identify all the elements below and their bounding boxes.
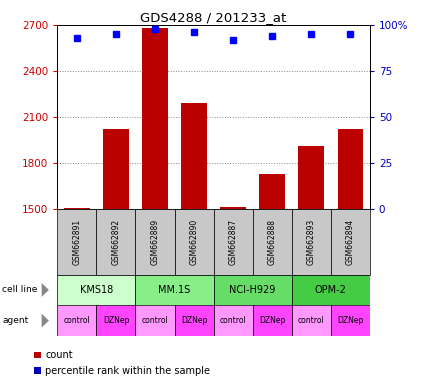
Bar <box>64 208 90 209</box>
Text: GSM662893: GSM662893 <box>307 219 316 265</box>
Bar <box>213 305 252 336</box>
Bar <box>136 275 213 305</box>
Text: control: control <box>298 316 325 325</box>
Text: GSM662890: GSM662890 <box>190 219 198 265</box>
Bar <box>57 275 136 305</box>
Bar <box>181 103 207 209</box>
Text: OPM-2: OPM-2 <box>315 285 347 295</box>
Text: count: count <box>45 350 73 360</box>
Bar <box>213 275 292 305</box>
Text: cell line: cell line <box>2 285 37 295</box>
Bar <box>252 305 292 336</box>
Bar <box>57 305 96 336</box>
Bar <box>142 28 168 209</box>
Text: GSM662887: GSM662887 <box>229 219 238 265</box>
Text: GSM662889: GSM662889 <box>150 219 159 265</box>
Bar <box>252 209 292 275</box>
Title: GDS4288 / 201233_at: GDS4288 / 201233_at <box>140 11 287 24</box>
Bar <box>213 209 252 275</box>
Text: KMS18: KMS18 <box>80 285 113 295</box>
Bar <box>175 305 213 336</box>
Text: control: control <box>142 316 168 325</box>
Text: agent: agent <box>2 316 28 325</box>
Bar <box>136 209 175 275</box>
Bar <box>331 209 370 275</box>
Bar <box>292 275 370 305</box>
Text: NCI-H929: NCI-H929 <box>230 285 276 295</box>
Bar <box>96 305 136 336</box>
Bar <box>331 305 370 336</box>
Bar <box>292 305 331 336</box>
Bar <box>292 209 331 275</box>
Bar <box>136 305 175 336</box>
Text: DZNep: DZNep <box>259 316 285 325</box>
Text: DZNep: DZNep <box>181 316 207 325</box>
Bar <box>259 174 285 209</box>
Text: DZNep: DZNep <box>337 316 363 325</box>
Bar <box>175 209 213 275</box>
Bar <box>57 209 96 275</box>
Bar <box>337 129 363 209</box>
Bar <box>103 129 129 209</box>
Text: percentile rank within the sample: percentile rank within the sample <box>45 366 210 376</box>
Bar <box>221 207 246 209</box>
Text: GSM662891: GSM662891 <box>72 219 82 265</box>
Bar <box>298 146 324 209</box>
Text: control: control <box>220 316 246 325</box>
Text: GSM662892: GSM662892 <box>111 219 120 265</box>
Text: GSM662888: GSM662888 <box>268 219 277 265</box>
Text: DZNep: DZNep <box>103 316 129 325</box>
Bar <box>96 209 136 275</box>
Text: control: control <box>63 316 90 325</box>
Text: GSM662894: GSM662894 <box>346 219 355 265</box>
Text: MM.1S: MM.1S <box>159 285 191 295</box>
